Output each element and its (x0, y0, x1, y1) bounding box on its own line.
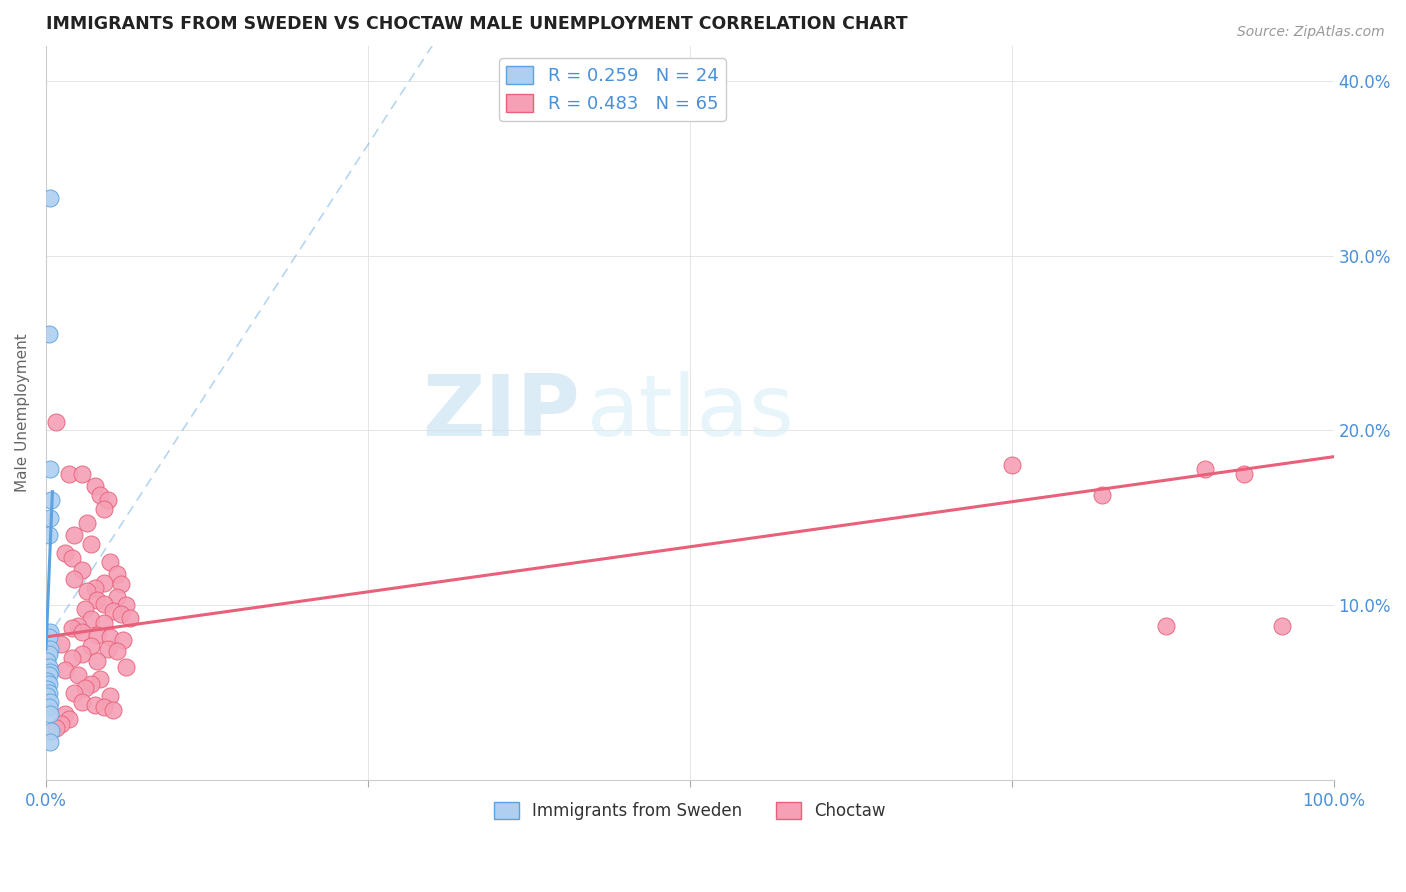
Point (73, 681, 96, 695)
Point (38, 695, 60, 709)
Point (76, 584, 98, 599)
Point (1271, 619, 1294, 633)
Point (114, 599, 136, 613)
Point (118, 610, 141, 624)
Point (80, 639, 103, 653)
Point (93, 615, 115, 630)
Point (93, 575, 115, 590)
Point (1232, 467, 1254, 482)
Point (110, 607, 132, 621)
Text: atlas: atlas (586, 371, 794, 455)
Text: IMMIGRANTS FROM SWEDEN VS CHOCTAW MALE UNEMPLOYMENT CORRELATION CHART: IMMIGRANTS FROM SWEDEN VS CHOCTAW MALE U… (46, 15, 908, 33)
Point (67, 668, 90, 682)
Point (37, 654, 59, 668)
Point (39, 724, 62, 739)
Point (38, 642, 60, 657)
Point (73, 602, 96, 616)
Point (38, 630, 60, 644)
Point (37, 682, 59, 697)
Point (38, 327, 60, 342)
Point (45, 415, 67, 429)
Point (63, 686, 86, 700)
Text: ZIP: ZIP (423, 371, 581, 455)
Point (70, 624, 93, 639)
Point (101, 703, 124, 717)
Point (98, 555, 121, 569)
Point (38, 624, 60, 639)
Point (93, 502, 115, 516)
Point (38, 462, 60, 476)
Point (63, 528, 86, 542)
Point (105, 590, 128, 604)
Point (38, 511, 60, 525)
Point (60, 551, 83, 566)
Point (38, 735, 60, 749)
Point (86, 593, 108, 607)
Point (58, 467, 80, 482)
Point (38, 699, 60, 714)
Point (38, 686, 60, 700)
Point (38, 677, 60, 691)
Point (53, 663, 76, 677)
Point (58, 712, 80, 726)
Point (38, 706, 60, 721)
Point (38, 665, 60, 679)
Point (97, 493, 120, 508)
Point (1001, 458, 1024, 473)
Point (114, 659, 136, 673)
Point (110, 577, 132, 591)
Point (67, 619, 90, 633)
Point (38, 659, 60, 673)
Point (70, 563, 93, 577)
Point (112, 633, 135, 648)
Point (80, 612, 103, 626)
Point (93, 597, 115, 611)
Point (80, 537, 103, 551)
Point (70, 648, 93, 662)
Text: Source: ZipAtlas.com: Source: ZipAtlas.com (1237, 25, 1385, 39)
Point (53, 706, 76, 721)
Point (39, 493, 62, 508)
Point (86, 654, 108, 668)
Point (98, 630, 121, 644)
Point (86, 628, 108, 642)
Point (45, 721, 67, 735)
Point (83, 479, 105, 493)
Point (83, 698, 105, 712)
Point (60, 621, 83, 635)
Point (83, 581, 105, 595)
Point (38, 668, 60, 682)
Legend: Immigrants from Sweden, Choctaw: Immigrants from Sweden, Choctaw (488, 796, 893, 827)
Point (89, 488, 111, 502)
Point (51, 637, 73, 651)
Y-axis label: Male Unemployment: Male Unemployment (15, 334, 30, 492)
Point (98, 690, 121, 704)
Point (70, 467, 93, 482)
Point (1091, 488, 1114, 502)
Point (105, 566, 128, 581)
Point (53, 546, 76, 560)
Point (70, 695, 93, 709)
Point (1194, 462, 1216, 476)
Point (89, 672, 111, 686)
Point (38, 191, 60, 205)
Point (63, 572, 86, 586)
Point (97, 642, 120, 657)
Point (105, 644, 128, 658)
Point (1154, 619, 1177, 633)
Point (38, 528, 60, 542)
Point (60, 651, 83, 665)
Point (37, 673, 59, 688)
Point (38, 648, 60, 662)
Point (93, 699, 115, 714)
Point (76, 516, 98, 531)
Point (37, 690, 59, 704)
Point (80, 677, 103, 691)
Point (51, 717, 73, 731)
Point (101, 604, 124, 618)
